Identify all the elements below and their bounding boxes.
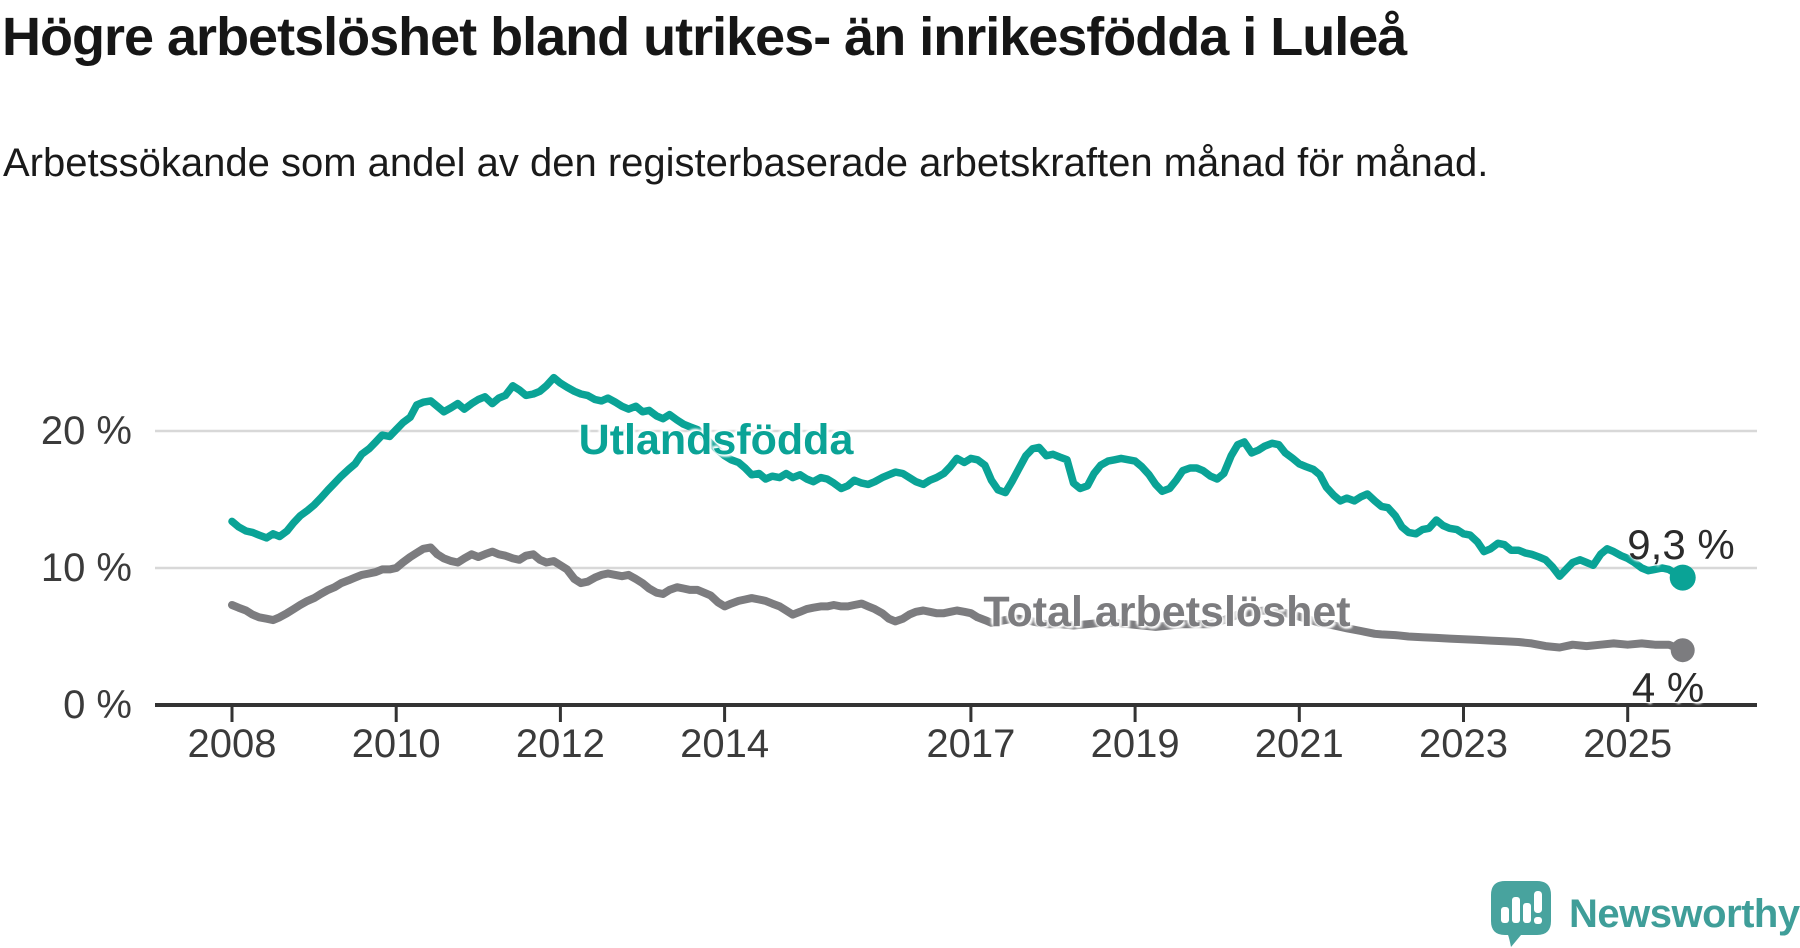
series-line-utlandsfodda <box>228 373 1687 582</box>
x-axis-label-2014: 2014 <box>680 722 770 766</box>
end-value-label-total: 4 % <box>1631 664 1705 711</box>
x-axis-label-2012: 2012 <box>515 722 605 766</box>
x-axis-label-2025: 2025 <box>1583 722 1673 766</box>
x-axis-label-2008: 2008 <box>187 722 277 766</box>
series-label-total-arbetsloshet: Total arbetslöshet <box>983 588 1351 636</box>
end-value-label-utlandsfodda: 9,3 % <box>1627 521 1735 568</box>
y-axis-label-0: 0 % <box>63 683 132 727</box>
newsworthy-logo: Newsworthy <box>1490 880 1800 948</box>
x-axis-label-2023: 2023 <box>1419 722 1508 766</box>
end-dot-total-arbetsloshet <box>1670 638 1695 663</box>
y-axis-label-20: 20 % <box>40 409 132 453</box>
x-axis-label-2010: 2010 <box>351 722 441 766</box>
newsworthy-bubble-chart-icon <box>1491 881 1551 947</box>
x-axis-label-2019: 2019 <box>1090 722 1180 766</box>
end-dot-utlandsfodda <box>1669 564 1696 591</box>
series-line-total-arbetsloshet <box>228 543 1687 655</box>
y-axis-label-10: 10 % <box>40 546 132 590</box>
chart-subtitle: Arbetssökande som andel av den registerb… <box>3 141 1489 185</box>
newsworthy-wordmark: Newsworthy <box>1569 891 1800 936</box>
x-axis-label-2021: 2021 <box>1254 722 1344 766</box>
series-label-utlandsfodda: Utlandsfödda <box>578 416 854 464</box>
page-title: Högre arbetslöshet bland utrikes- än inr… <box>2 7 1407 67</box>
x-axis-label-2017: 2017 <box>926 722 1016 766</box>
